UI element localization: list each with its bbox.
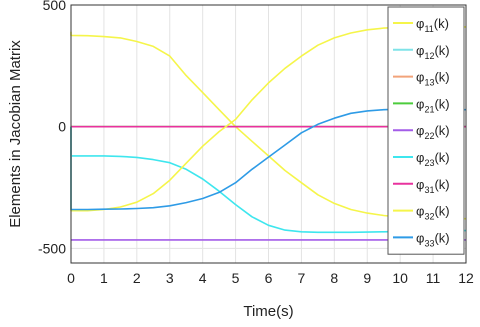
y-tick-label: 500 — [43, 0, 67, 13]
x-tick-label: 4 — [199, 270, 207, 286]
x-tick-label: 8 — [330, 270, 338, 286]
legend-entry: φ22(k) — [416, 123, 450, 141]
x-tick-label: 3 — [166, 270, 174, 286]
x-tick-label: 9 — [363, 270, 371, 286]
legend-entry: φ33(k) — [416, 230, 450, 248]
y-axis-label: Elements in Jacobian Matrix — [7, 40, 24, 228]
legend-entry: φ12(k) — [416, 43, 450, 61]
legend-entry: φ32(k) — [416, 204, 450, 222]
x-tick-label: 0 — [67, 270, 75, 286]
x-tick-label: 7 — [298, 270, 306, 286]
x-tick-label: 1 — [100, 270, 108, 286]
x-tick-label: 12 — [458, 270, 474, 286]
legend-entry: φ21(k) — [416, 96, 450, 114]
legend-entry: φ31(k) — [416, 177, 450, 195]
x-axis-label: Time(s) — [243, 303, 293, 320]
x-tick-label: 6 — [265, 270, 273, 286]
x-tick-label: 2 — [133, 270, 141, 286]
legend-entry: φ11(k) — [416, 16, 449, 34]
legend-entry: φ23(k) — [416, 150, 450, 168]
x-tick-label: 5 — [232, 270, 240, 286]
y-tick-label: 0 — [58, 119, 66, 135]
y-tick-label: -500 — [38, 240, 66, 256]
legend: φ11(k) φ12(k) φ13(k) φ21(k) φ22(k) φ23(k) φ31(… — [387, 6, 465, 255]
legend-entry: φ13(k) — [416, 70, 450, 88]
plot-border — [70, 4, 467, 264]
x-tick-label: 10 — [392, 270, 408, 286]
x-tick-label: 11 — [426, 270, 441, 286]
